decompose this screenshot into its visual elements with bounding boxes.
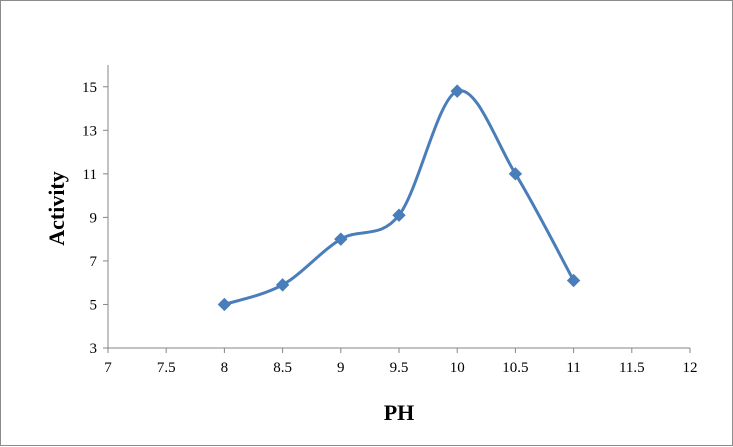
y-tick-label: 9 — [90, 210, 98, 226]
x-tick-label: 9 — [337, 360, 345, 376]
x-tick-label: 10 — [450, 360, 465, 376]
x-tick-label: 11 — [566, 360, 580, 376]
y-tick-label: 13 — [82, 123, 97, 139]
y-tick-label: 7 — [90, 254, 98, 270]
y-axis-ticks: 3 5 7 9 11 13 15 — [82, 80, 108, 357]
x-tick-label: 10.5 — [502, 360, 528, 376]
x-tick-label: 8 — [221, 360, 229, 376]
series-line — [222, 89, 576, 306]
y-axis-title: Activity — [44, 171, 69, 246]
data-point-marker — [217, 297, 232, 312]
data-point-marker — [508, 167, 523, 181]
data-point-marker — [566, 273, 581, 288]
data-point-marker — [392, 208, 406, 222]
data-point-marker — [275, 278, 290, 292]
y-tick-label: 3 — [90, 341, 98, 357]
x-tick-label: 11.5 — [619, 360, 645, 376]
series-group — [217, 84, 581, 312]
axes — [107, 65, 690, 349]
x-tick-label: 7.5 — [157, 360, 176, 376]
y-tick-label: 5 — [90, 297, 98, 313]
x-tick-label: 12 — [683, 360, 698, 376]
x-tick-label: 9.5 — [390, 360, 409, 376]
x-axis-ticks: 7 7.5 8 8.5 9 9.5 10 10.5 11 11.5 12 — [104, 348, 698, 376]
data-point-marker — [334, 232, 348, 246]
y-tick-label: 15 — [82, 80, 97, 96]
data-point-marker — [450, 84, 464, 98]
x-tick-label: 7 — [104, 360, 112, 376]
x-tick-label: 8.5 — [273, 360, 292, 376]
y-tick-label: 11 — [83, 167, 97, 183]
x-axis-title: PH — [384, 400, 415, 425]
